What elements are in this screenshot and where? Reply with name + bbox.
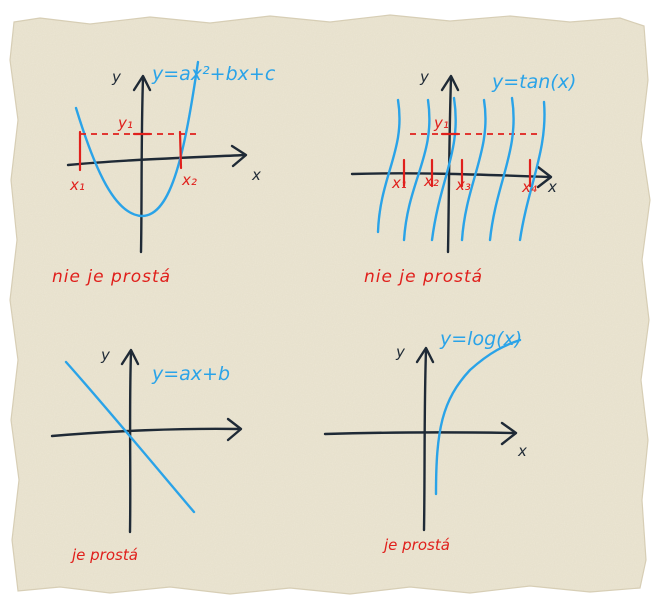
quadratic-x1-label: x₁ <box>69 176 85 194</box>
linear-axis-y-label: y <box>100 346 111 364</box>
tangent-branch-5 <box>488 96 515 242</box>
tangent-x2-label: x₂ <box>423 172 439 190</box>
tangent-y-axis-arrow <box>440 74 460 92</box>
linear-x-axis <box>50 427 242 438</box>
quadratic-y-axis <box>139 76 145 254</box>
tangent-branch-3 <box>430 96 457 242</box>
linear-curve <box>64 360 196 514</box>
linear-equation: y=ax+b <box>151 363 230 385</box>
linear-y-axis-arrow <box>120 348 140 366</box>
log-y-axis-arrow <box>415 346 435 364</box>
panel-logarithm: y x y=log(x) je prostá <box>323 328 527 554</box>
quadratic-x2-tick <box>178 130 183 170</box>
tangent-verdict: nie je prostá <box>364 267 483 287</box>
panel-linear: y y=ax+b je prostá <box>50 346 243 564</box>
tangent-x1-label: x₁ <box>391 174 407 192</box>
quadratic-curve <box>74 60 200 218</box>
quadratic-verdict: nie je prostá <box>52 267 171 287</box>
log-x-axis-arrow <box>500 421 518 446</box>
linear-verdict: je prostá <box>70 546 138 564</box>
tangent-branch-4 <box>460 98 487 242</box>
quadratic-y-axis-arrow <box>132 74 152 92</box>
log-y-axis <box>422 348 428 532</box>
tangent-x4-label: x₄ <box>521 178 537 196</box>
tangent-x3-label: x₃ <box>455 176 471 194</box>
quadratic-x-axis <box>66 153 247 167</box>
log-curve <box>434 338 522 496</box>
linear-y-axis <box>128 350 133 534</box>
quadratic-x2-label: x₂ <box>181 171 197 189</box>
tangent-branch-1 <box>376 98 401 234</box>
quadratic-axis-x-label: x <box>251 166 261 184</box>
linear-x-axis-arrow <box>226 417 243 442</box>
quadratic-x-axis-arrow <box>230 144 248 168</box>
tangent-x-axis <box>350 172 552 179</box>
log-x-axis <box>323 431 517 436</box>
panel-quadratic: y x y=ax²+bx+c y₁ x₁ x₂ nie je prostá <box>52 60 276 287</box>
quadratic-axis-y-label: y <box>111 68 122 86</box>
log-axis-y-label: y <box>395 343 406 361</box>
tangent-y1-label: y₁ <box>433 114 449 132</box>
tangent-branch-6 <box>518 100 546 242</box>
quadratic-y1-label: y₁ <box>117 114 133 132</box>
panel-tangent: y x y=tan(x) y₁ x₁ x₂ x₃ x₄ nie je prost… <box>350 68 576 287</box>
log-verdict: je prostá <box>382 536 450 554</box>
quadratic-equation: y=ax²+bx+c <box>151 63 276 85</box>
tangent-branch-2 <box>402 98 431 242</box>
log-axis-x-label: x <box>517 442 527 460</box>
tangent-x-axis-arrow <box>536 165 553 189</box>
tangent-axis-x-label: x <box>547 178 557 196</box>
tangent-equation: y=tan(x) <box>491 71 576 93</box>
tangent-axis-y-label: y <box>419 68 430 86</box>
log-equation: y=log(x) <box>439 328 522 350</box>
